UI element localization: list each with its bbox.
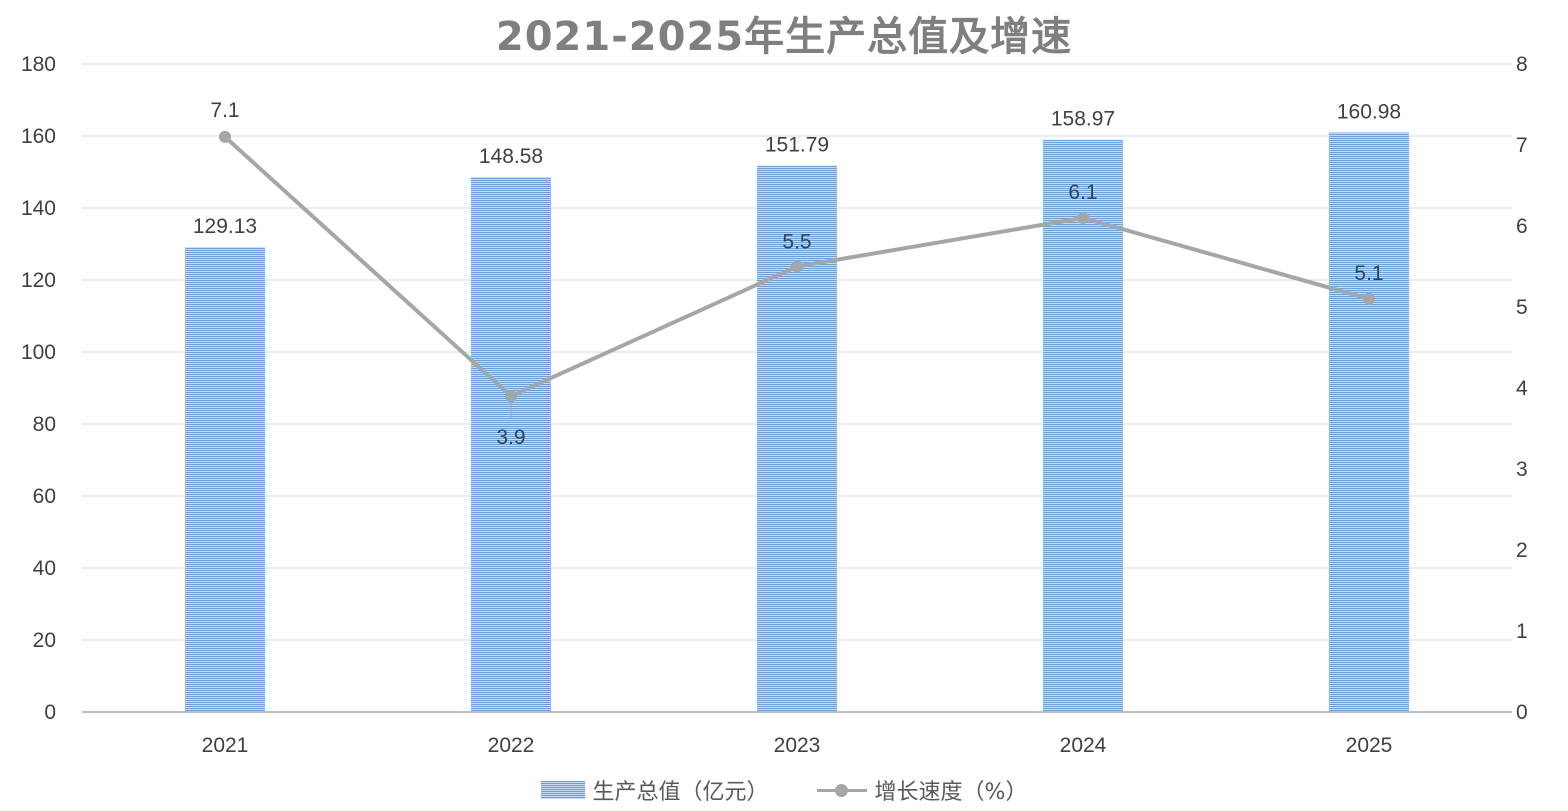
bar-value-label: 160.98	[1337, 100, 1401, 123]
growth-point-2024	[1077, 211, 1089, 224]
bar-2025	[1329, 132, 1409, 713]
growth-value-label: 5.1	[1354, 262, 1383, 285]
bar-value-label: 129.13	[193, 215, 257, 238]
legend-item-bar: 生产总值（亿元）	[540, 774, 769, 806]
left-tick-label: 180	[21, 53, 56, 76]
legend-label-line: 增长速度（%）	[874, 780, 1028, 805]
left-tick-label: 20	[33, 629, 56, 652]
left-tick-label: 60	[33, 485, 56, 508]
left-tick-label: 100	[21, 341, 56, 364]
chart-title: 2021-2025年生产总值及增速	[495, 14, 1073, 60]
right-tick-label: 7	[1516, 134, 1528, 157]
growth-point-2023	[791, 260, 803, 273]
right-tick-label: 5	[1516, 296, 1528, 319]
growth-value-label: 6.1	[1068, 181, 1097, 204]
bar-2021	[185, 247, 265, 712]
right-tick-label: 6	[1516, 215, 1528, 238]
x-tick-label: 2025	[1346, 734, 1393, 757]
left-axis: 0 20 40 60 80 100 120 140 160 180	[21, 53, 56, 724]
right-axis: 0 1 2 3 4 5 6 7 8	[1516, 53, 1528, 724]
growth-value-label: 3.9	[496, 426, 525, 449]
x-tick-label: 2023	[774, 734, 821, 757]
legend-label-bar: 生产总值（亿元）	[592, 780, 769, 805]
legend-swatch-bar	[540, 781, 585, 799]
left-tick-label: 140	[21, 197, 56, 220]
bar-2022	[471, 177, 551, 712]
left-tick-label: 80	[33, 413, 56, 436]
legend-item-line: 增长速度（%）	[816, 774, 1028, 806]
growth-point-2022	[505, 390, 517, 403]
x-tick-label: 2024	[1060, 734, 1107, 757]
line-series	[219, 130, 1375, 403]
x-tick-label: 2021	[202, 734, 249, 757]
growth-value-label: 7.1	[210, 99, 239, 122]
left-tick-label: 160	[21, 125, 56, 148]
right-tick-label: 8	[1516, 53, 1528, 76]
bar-value-label: 158.97	[1051, 108, 1115, 131]
right-tick-label: 4	[1516, 377, 1528, 400]
data-labels: 129.13 148.58 151.79 158.97 160.98 7.1 3.9 5.5 6…	[193, 99, 1401, 449]
growth-point-2021	[219, 130, 231, 143]
right-tick-label: 1	[1516, 620, 1528, 643]
right-tick-label: 0	[1516, 701, 1528, 724]
left-tick-label: 120	[21, 269, 56, 292]
bar-value-label: 148.58	[479, 145, 543, 168]
left-tick-label: 0	[44, 701, 56, 724]
bar-2024	[1043, 139, 1123, 712]
bar-value-label: 151.79	[765, 134, 829, 157]
bar-2023	[757, 165, 837, 712]
growth-point-2025	[1363, 292, 1375, 305]
right-tick-label: 3	[1516, 458, 1528, 481]
x-tick-label: 2022	[488, 734, 535, 757]
legend: 生产总值（亿元） 增长速度（%）	[0, 772, 1568, 808]
bar-series	[185, 132, 1409, 713]
growth-value-label: 5.5	[782, 231, 811, 254]
right-tick-label: 2	[1516, 539, 1528, 562]
legend-swatch-line	[816, 781, 867, 799]
x-axis: 2021 2022 2023 2024 2025	[82, 711, 1512, 757]
left-tick-label: 40	[33, 557, 56, 580]
